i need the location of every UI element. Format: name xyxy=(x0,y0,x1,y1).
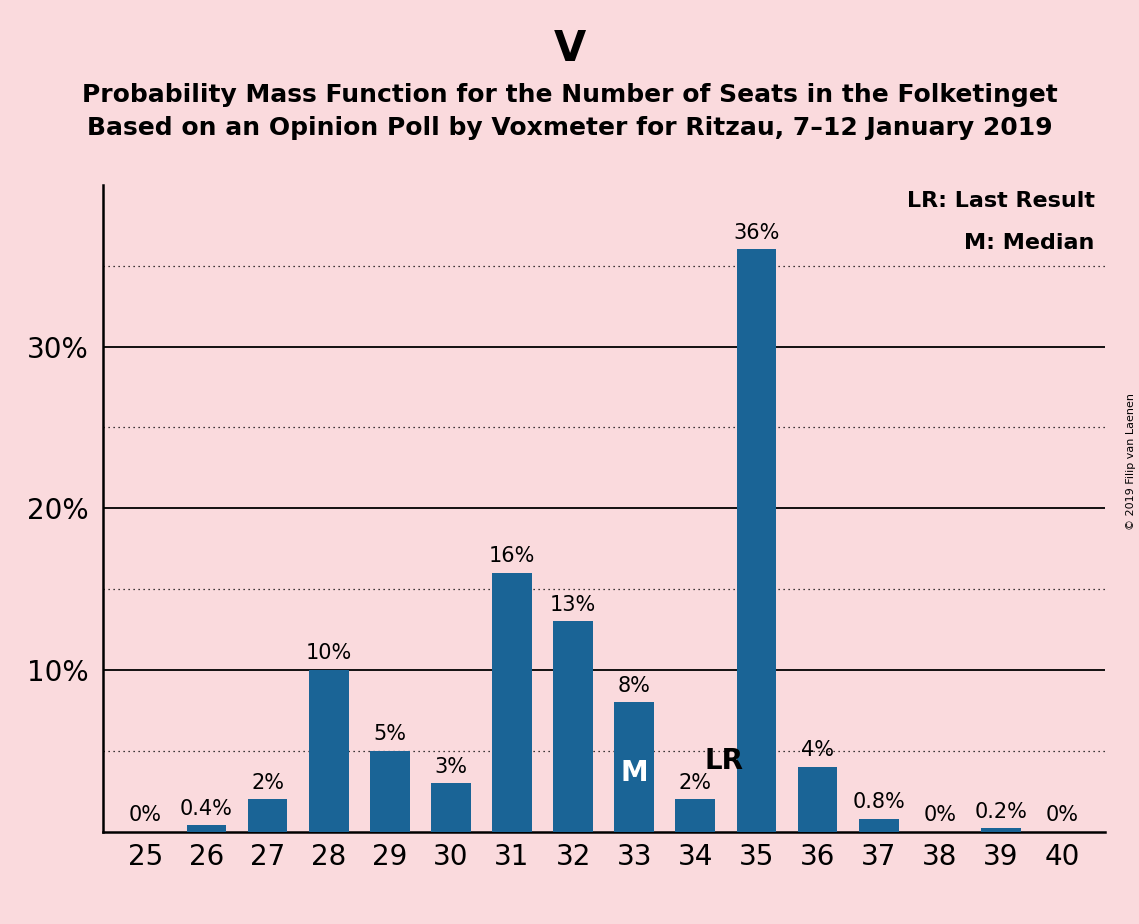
Text: 36%: 36% xyxy=(734,223,780,243)
Text: LR: Last Result: LR: Last Result xyxy=(907,191,1095,212)
Bar xyxy=(309,670,349,832)
Text: 4%: 4% xyxy=(801,740,834,760)
Text: Probability Mass Function for the Number of Seats in the Folketinget: Probability Mass Function for the Number… xyxy=(82,83,1057,107)
Bar xyxy=(797,767,837,832)
Text: 0%: 0% xyxy=(924,805,957,825)
Text: 2%: 2% xyxy=(251,772,284,793)
Text: 0.2%: 0.2% xyxy=(975,802,1027,822)
Text: 13%: 13% xyxy=(550,595,596,615)
Bar xyxy=(431,784,470,832)
Bar xyxy=(554,621,593,832)
Bar xyxy=(187,825,227,832)
Bar xyxy=(370,750,410,832)
Text: LR: LR xyxy=(705,747,744,775)
Text: 10%: 10% xyxy=(305,643,352,663)
Text: 0.4%: 0.4% xyxy=(180,798,232,819)
Text: M: M xyxy=(621,760,648,787)
Bar xyxy=(614,702,654,832)
Text: © 2019 Filip van Laenen: © 2019 Filip van Laenen xyxy=(1126,394,1136,530)
Text: 0%: 0% xyxy=(129,805,162,825)
Text: 0.8%: 0.8% xyxy=(852,792,906,812)
Bar xyxy=(737,249,777,832)
Bar xyxy=(247,799,287,832)
Text: V: V xyxy=(554,28,585,69)
Text: Based on an Opinion Poll by Voxmeter for Ritzau, 7–12 January 2019: Based on an Opinion Poll by Voxmeter for… xyxy=(87,116,1052,140)
Text: 16%: 16% xyxy=(489,546,535,566)
Bar xyxy=(492,573,532,832)
Bar xyxy=(859,819,899,832)
Bar xyxy=(981,829,1021,832)
Bar xyxy=(675,799,715,832)
Text: 2%: 2% xyxy=(679,772,712,793)
Text: 0%: 0% xyxy=(1046,805,1079,825)
Text: 8%: 8% xyxy=(617,675,650,696)
Text: 5%: 5% xyxy=(374,724,407,745)
Text: 3%: 3% xyxy=(434,757,467,776)
Text: M: Median: M: Median xyxy=(965,233,1095,253)
